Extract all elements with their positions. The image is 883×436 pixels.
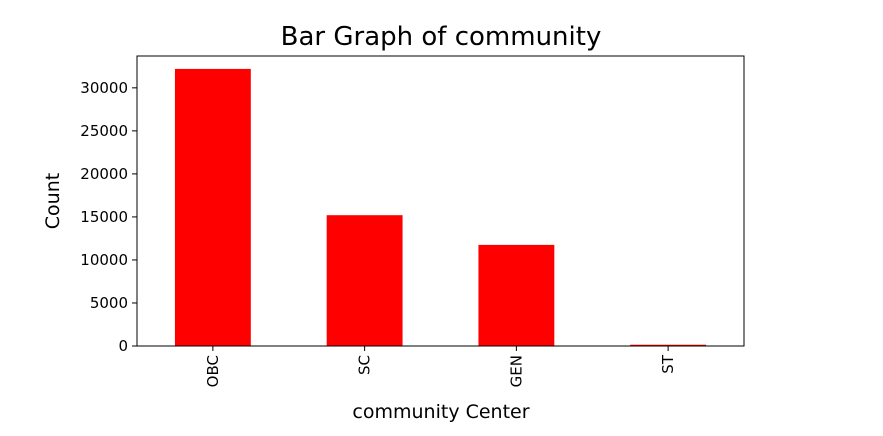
bar-st [630,344,707,346]
x-tick-label-sc: SC [356,355,374,375]
y-tick-label-0: 0 [118,337,128,355]
bar-obc [174,68,251,346]
y-axis-label: Count [42,173,64,229]
x-tick-label-obc: OBC [204,355,222,387]
x-axis-label: community Center [352,401,529,423]
x-axis: OBC SC GEN ST [204,346,677,387]
y-tick-label-5000: 5000 [90,294,128,312]
y-tick-label-30000: 30000 [80,79,128,97]
bar-sc [326,215,403,346]
y-tick-label-25000: 25000 [80,122,128,140]
chart-title: Bar Graph of community [281,22,602,52]
y-tick-label-20000: 20000 [80,165,128,183]
bar-gen [478,244,555,346]
x-tick-label-gen: GEN [507,355,525,387]
x-tick-label-st: ST [659,354,677,374]
bars-group [174,68,707,346]
plot-frame [136,55,745,347]
y-tick-label-15000: 15000 [80,208,128,226]
y-tick-label-10000: 10000 [80,251,128,269]
y-axis: 0 5000 10000 15000 20000 25000 30000 [80,79,137,355]
